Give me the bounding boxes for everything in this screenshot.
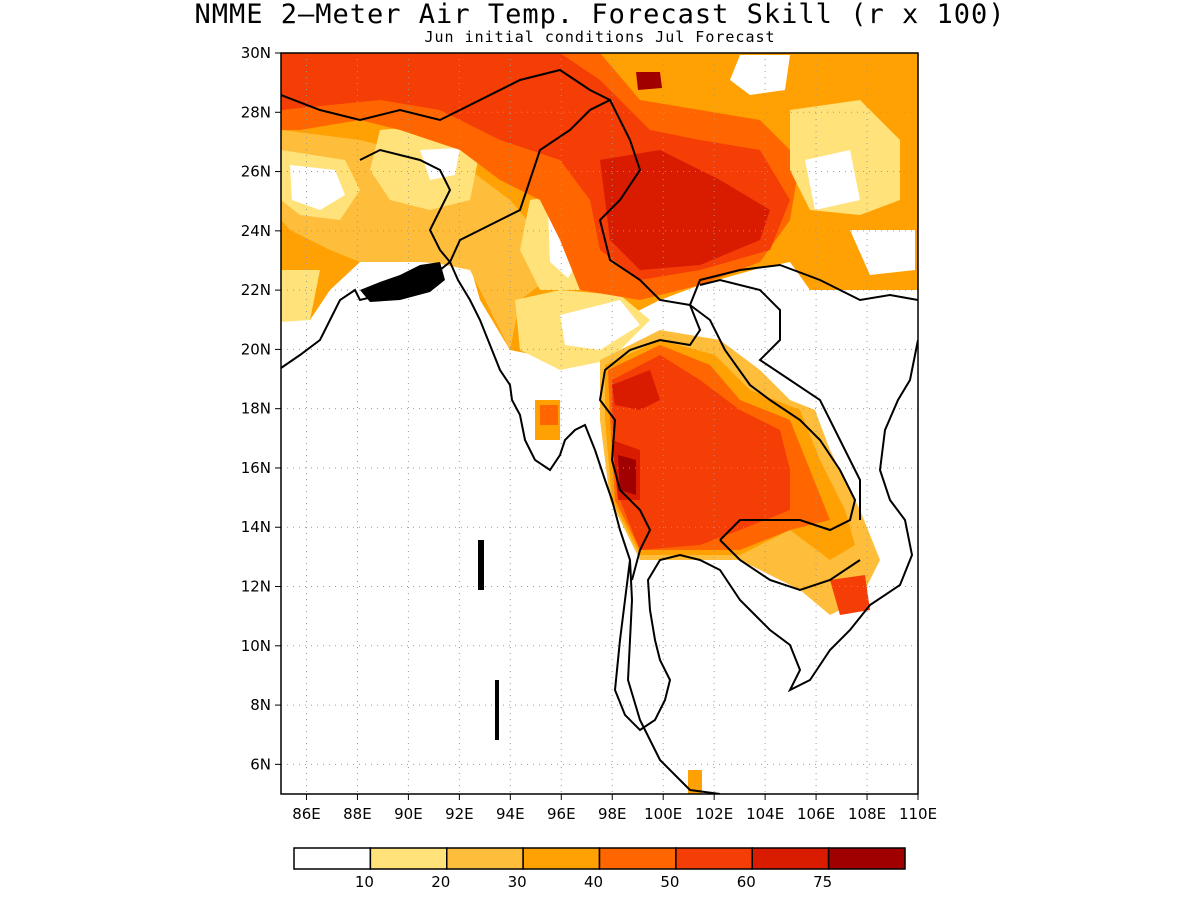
- skill-region-low-0-10-d: [560, 300, 640, 350]
- skill-region-mid-40-50-a: [540, 405, 558, 425]
- lon-tick-label: 108E: [848, 805, 886, 823]
- lon-tick-label: 104E: [746, 805, 784, 823]
- lat-tick-label: 26N: [241, 163, 271, 181]
- nicobar-islands: [495, 680, 499, 740]
- border-china-north: [281, 68, 611, 122]
- border-myanmar-thailand: [598, 304, 702, 581]
- lon-tick-label: 100E: [644, 805, 682, 823]
- skill-field: [281, 53, 918, 794]
- map-frame: [280, 52, 919, 795]
- map-subtitle: Jun initial conditions Jul Forecast: [424, 28, 776, 46]
- legend-label: 50: [660, 873, 679, 891]
- skill-region-low-10-20-f: [281, 270, 320, 322]
- skill-region-south-40-60: [830, 575, 870, 615]
- lon-tick-label: 106E: [797, 805, 835, 823]
- latitude-axis: 30N 28N 26N 24N 22N 20N 18N 16N 14N 12N 10N 8N 6N: [241, 44, 281, 773]
- skill-region-central-peak-75: [618, 455, 636, 495]
- legend-swatch: [446, 847, 524, 870]
- border-china-laos-vietnam: [689, 263, 918, 306]
- legend-swatch: [522, 847, 601, 870]
- lat-tick-label: 8N: [250, 696, 271, 714]
- lat-tick-label: 6N: [250, 755, 271, 773]
- lat-tick-label: 12N: [241, 578, 271, 596]
- lat-tick-label: 14N: [241, 518, 271, 536]
- andaman-islands: [478, 540, 484, 590]
- lat-tick-label: 28N: [241, 103, 271, 121]
- legend-swatch: [369, 847, 448, 870]
- border-thailand-laos: [689, 304, 857, 541]
- map-title: NMME 2–Meter Air Temp. Forecast Skill (r…: [194, 0, 1006, 30]
- skill-region-low-0-10-g: [850, 230, 915, 275]
- legend-swatch: [598, 847, 677, 870]
- legend-label: 75: [813, 873, 832, 891]
- lat-tick-label: 20N: [241, 340, 271, 358]
- lon-tick-label: 92E: [445, 805, 474, 823]
- border-cambodia: [719, 539, 861, 592]
- legend-swatch: [827, 847, 906, 870]
- legend-label: 30: [508, 873, 527, 891]
- legend-label: 40: [584, 873, 603, 891]
- delta-islands-layer: [360, 262, 499, 740]
- lon-tick-label: 86E: [292, 805, 321, 823]
- border-bangladesh-myanmar: [449, 98, 691, 306]
- lat-tick-label: 24N: [241, 222, 271, 240]
- lon-tick-label: 96E: [547, 805, 576, 823]
- lon-tick-label: 102E: [695, 805, 733, 823]
- lon-tick-label: 98E: [598, 805, 627, 823]
- lat-tick-label: 10N: [241, 637, 271, 655]
- skill-region-peak-75: [636, 72, 662, 90]
- coastline-malay-peninsula: [626, 559, 721, 794]
- longitude-axis: 86E 88E 90E 92E 94E 96E 98E 100E 102E 104E 106E 108…: [292, 794, 937, 823]
- graticule: [281, 53, 918, 794]
- skill-region-south-30-40: [688, 770, 702, 794]
- skill-region-high-60-75: [600, 150, 770, 270]
- lon-tick-label: 90E: [394, 805, 423, 823]
- legend-label: 60: [737, 873, 756, 891]
- skill-region-central-60-75-a: [612, 370, 660, 410]
- ganges-delta: [360, 262, 445, 302]
- coastline-layer: [281, 68, 918, 794]
- skill-region-low-0-10-a: [290, 165, 345, 210]
- lat-tick-label: 18N: [241, 400, 271, 418]
- legend-label: 10: [355, 873, 374, 891]
- legend-swatch: [675, 847, 753, 870]
- lon-tick-label: 110E: [899, 805, 937, 823]
- lat-tick-label: 30N: [241, 44, 271, 62]
- lat-tick-label: 16N: [241, 459, 271, 477]
- border-india-bangladesh: [359, 148, 452, 263]
- lon-tick-label: 88E: [343, 805, 372, 823]
- skill-region-low-0-10-e: [730, 55, 790, 95]
- lon-tick-label: 94E: [496, 805, 525, 823]
- color-legend: 10 20 30 40 50 60 75: [293, 847, 906, 891]
- legend-label: 20: [431, 873, 450, 891]
- legend-swatch: [751, 847, 830, 870]
- skill-region-central-50-60: [612, 355, 790, 550]
- border-laos-vietnam: [699, 278, 861, 520]
- legend-swatch: [293, 847, 372, 870]
- skill-region-low-0-10-f: [805, 150, 860, 210]
- lat-tick-label: 22N: [241, 281, 271, 299]
